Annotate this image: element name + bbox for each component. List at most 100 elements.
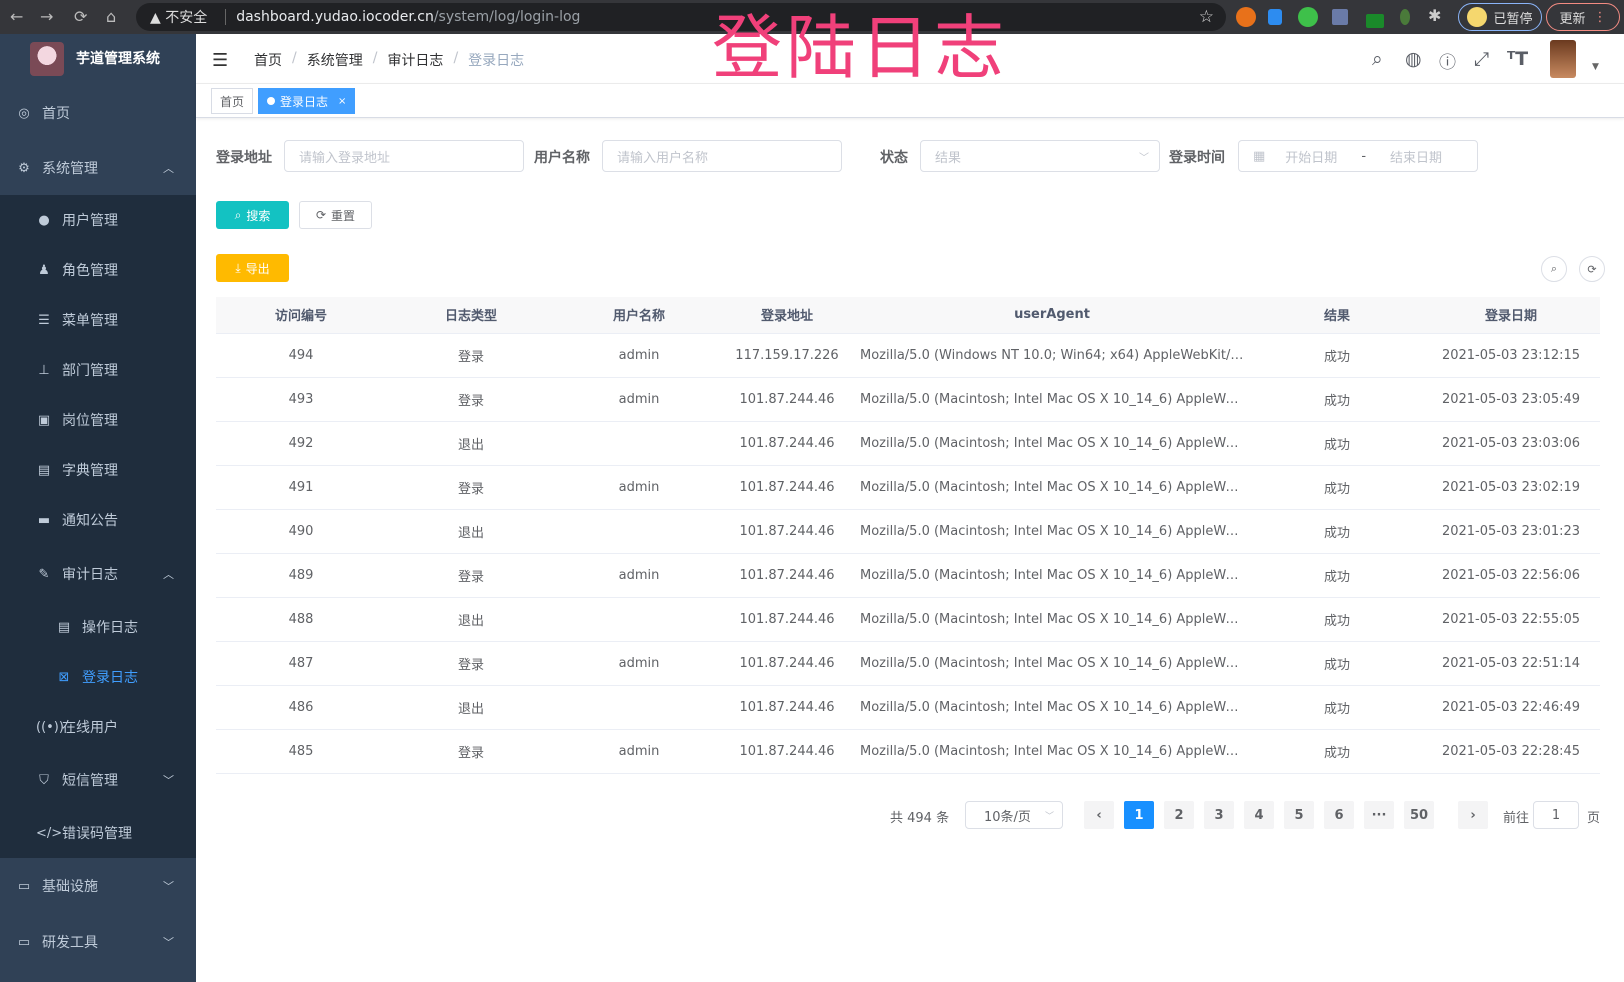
page-size-select[interactable]: 10条/页 ﹀ [965,801,1063,829]
user-icon: ● [38,212,50,228]
sidebar-item[interactable]: ⛉ 短信管理 ﹀ [0,755,196,805]
table-cell: 101.87.244.46 [722,641,852,686]
forward-icon[interactable]: → [40,7,54,26]
table-cell: admin [556,465,722,510]
table-cell: 101.87.244.46 [722,377,852,422]
sidebar-item-label: 部门管理 [62,363,118,379]
placeholder: 结果 [935,150,962,166]
url-host: dashboard.yudao.iocoder.cn [236,9,434,25]
page-button[interactable]: 3 [1204,801,1234,829]
sidebar-item-label: 短信管理 [62,773,118,789]
table-cell [556,421,722,466]
status-select[interactable]: 结果 ﹀ [920,140,1160,172]
sidebar-item[interactable]: </> 错误码管理 [0,808,196,858]
next-page-button[interactable]: › [1458,801,1488,829]
extension-icon[interactable] [1298,7,1318,27]
extension-icon[interactable] [1236,7,1256,27]
update-label: 更新 [1559,11,1586,27]
sidebar-item[interactable]: ▭ 研发工具 ﹀ [0,917,196,967]
column-header: 登录地址 [722,297,852,334]
breadcrumb: 首页 / 系统管理 / 审计日志 / 登录日志 [254,50,525,69]
github-icon[interactable]: ◍ [1405,48,1422,70]
sidebar-item[interactable]: ✎ 审计日志 ︿ [0,549,196,599]
shield-icon: ⛉ [39,772,49,788]
extensions-puzzle-icon[interactable]: ✱ [1428,6,1442,25]
page-button[interactable]: ··· [1364,801,1394,829]
sidebar-item[interactable]: ⊥ 部门管理 [0,345,196,395]
home-icon[interactable]: ⌂ [106,7,117,26]
reset-button[interactable]: ⟳ 重置 [299,201,372,229]
menu-icon: ☰ [38,312,50,328]
page-button[interactable]: 6 [1324,801,1354,829]
not-secure-label[interactable]: ▲ 不安全 [150,10,208,26]
export-button[interactable]: ⤓ 导出 [216,254,289,282]
placeholder: 请输入用户名称 [617,150,709,166]
table-cell: Mozilla/5.0 (Macintosh; Intel Mac OS X 1… [852,377,1252,422]
toggle-search-icon[interactable]: ⌕ [1541,256,1567,282]
prev-page-button[interactable]: ‹ [1084,801,1114,829]
date-range-picker[interactable]: ▦ 开始日期 - 结束日期 [1238,140,1478,172]
login-time-label: 登录时间 [1169,150,1225,166]
goto-page-input[interactable]: 1 [1533,801,1579,829]
sidebar-item[interactable]: ⚙ 系统管理 ︿ [0,143,196,193]
table-cell: 2021-05-03 22:51:14 [1422,641,1600,686]
login-log-table: 访问编号 日志类型 用户名称 登录地址 userAgent 结果 登录日期 494 登录 adm… [216,297,1600,774]
table-cell: 101.87.244.46 [722,509,852,554]
table-cell: 101.87.244.46 [722,421,852,466]
sidebar-item[interactable]: ▬ 通知公告 [0,495,196,545]
sidebar-item[interactable]: ♟ 角色管理 [0,245,196,295]
username-input[interactable]: 请输入用户名称 [602,140,842,172]
sidebar-item[interactable]: ▣ 岗位管理 [0,395,196,445]
page-button[interactable]: 50 [1404,801,1434,829]
close-icon[interactable]: × [338,95,347,107]
table-cell: 101.87.244.46 [722,597,852,642]
navbar [196,34,1624,84]
profile-button[interactable]: 已暂停 [1458,3,1542,31]
sidebar-item[interactable]: ▤ 操作日志 [0,602,196,652]
reload-icon[interactable]: ⟳ [74,7,88,26]
sidebar-item-label: 在线用户 [62,720,118,736]
ip-input[interactable]: 请输入登录地址 [284,140,524,172]
tag-login-log[interactable]: 登录日志 × [258,88,356,114]
sidebar-item[interactable]: ▭ 基础设施 ﹀ [0,861,196,911]
address-bar[interactable]: ▲ 不安全 dashboard.yudao.iocoder.cn/system/… [136,3,1226,31]
start-date[interactable]: 开始日期 [1285,150,1338,166]
search-icon[interactable]: ⌕ [1372,48,1383,70]
page-button[interactable]: 1 [1124,801,1154,829]
extension-icon[interactable] [1268,9,1282,25]
sidebar-item[interactable]: ● 用户管理 [0,195,196,245]
page-button[interactable]: 4 [1244,801,1274,829]
refresh-icon[interactable]: ⟳ [1579,256,1605,282]
hamburger-icon[interactable]: ☰ [212,50,229,71]
question-icon[interactable]: ⓘ [1439,53,1456,73]
page-button[interactable]: 2 [1164,801,1194,829]
page-button[interactable]: 5 [1284,801,1314,829]
sidebar-item[interactable]: ▤ 字典管理 [0,445,196,495]
avatar[interactable] [1550,40,1576,78]
sidebar-item[interactable]: ☰ 菜单管理 [0,295,196,345]
table-cell: 487 [216,641,386,686]
font-size-icon[interactable]: ᵀT [1507,48,1529,70]
extension-icon[interactable] [1366,14,1384,28]
breadcrumb-item[interactable]: 系统管理 [306,53,363,69]
end-date[interactable]: 结束日期 [1390,150,1443,166]
chevron-icon: ﹀ [163,880,174,893]
sidebar-item[interactable]: ⊠ 登录日志 [0,652,196,702]
sidebar-item[interactable]: ◎ 首页 [0,88,196,138]
table-cell: 成功 [1252,553,1422,598]
table-cell: 登录 [386,377,556,422]
fullscreen-icon[interactable]: ⤢ [1474,48,1490,70]
breadcrumb-item[interactable]: 首页 [254,53,282,69]
update-button[interactable]: 更新 ⋮ [1546,3,1620,31]
bookmark-star-icon[interactable]: ☆ [1198,7,1214,27]
extension-icon[interactable] [1332,9,1348,25]
extension-icon[interactable] [1400,9,1410,25]
table-cell: 退出 [386,685,556,730]
back-icon[interactable]: ← [10,7,24,26]
tag-home[interactable]: 首页 [211,88,254,114]
goto-value: 1 [1551,807,1561,823]
search-button[interactable]: ⌕ 搜索 [216,201,289,229]
breadcrumb-item[interactable]: 审计日志 [387,53,444,69]
sidebar-item[interactable]: ((•)) 在线用户 [0,702,196,752]
caret-down-icon[interactable]: ▼ [1592,62,1599,72]
